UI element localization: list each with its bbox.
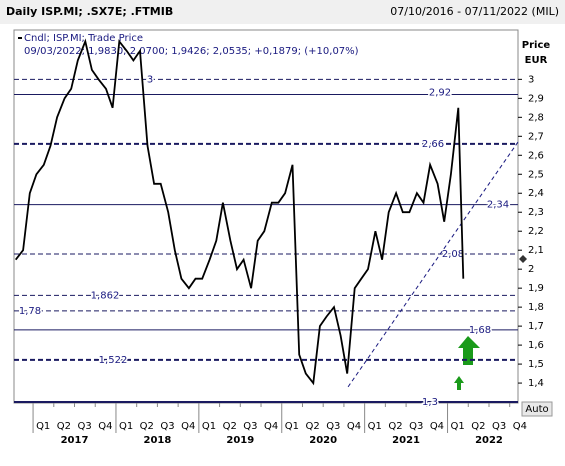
y-tick-label: 1,5 xyxy=(528,359,544,370)
y-tick-label: 2,4 xyxy=(528,188,544,199)
year-label: 2018 xyxy=(143,435,171,446)
y-tick-label: 2,8 xyxy=(528,112,544,123)
x-tick-label: Q4 xyxy=(98,421,112,432)
x-tick-label: Q3 xyxy=(78,421,92,432)
y-tick-label: 1,8 xyxy=(528,302,544,313)
x-tick-label: Q1 xyxy=(119,421,133,432)
up-arrow-small xyxy=(454,376,464,390)
up-arrow-large xyxy=(458,336,480,365)
date-range: 07/10/2016 - 07/11/2022 (MIL) xyxy=(390,5,559,18)
x-tick-label: Q4 xyxy=(181,421,195,432)
x-tick-label: Q2 xyxy=(57,421,71,432)
x-tick-label: Q2 xyxy=(388,421,402,432)
y-tick-label: 2,7 xyxy=(528,131,544,142)
y-axis-unit: EUR xyxy=(525,55,548,66)
x-tick-label: Q3 xyxy=(243,421,257,432)
level-label: 1,522 xyxy=(99,355,128,366)
level-label: 1,68 xyxy=(469,325,491,336)
x-tick-label: Q4 xyxy=(513,421,527,432)
x-tick-label: Q3 xyxy=(409,421,423,432)
y-tick-label: 1,6 xyxy=(528,340,544,351)
x-tick-label: Q1 xyxy=(285,421,299,432)
current-price-marker xyxy=(519,255,527,263)
auto-scale-label[interactable]: Auto xyxy=(525,404,548,415)
y-tick-label: 2,2 xyxy=(528,226,544,237)
x-tick-label: Q2 xyxy=(305,421,319,432)
y-tick-label: 2,1 xyxy=(528,245,544,256)
level-label: 2,66 xyxy=(422,139,444,150)
x-tick-label: Q4 xyxy=(430,421,444,432)
x-tick-label: Q3 xyxy=(492,421,506,432)
y-tick-label: 1,7 xyxy=(528,321,544,332)
y-tick-label: 2,6 xyxy=(528,150,544,161)
level-label: 1,3 xyxy=(422,397,438,408)
trendline xyxy=(347,141,519,388)
y-tick-label: 2,5 xyxy=(528,169,544,180)
y-tick-label: 2,3 xyxy=(528,207,544,218)
year-label: 2021 xyxy=(392,435,420,446)
x-tick-label: Q3 xyxy=(326,421,340,432)
chart-title: Daily ISP.MI; .SX7E; .FTMIB xyxy=(6,5,173,18)
legend-title: Cndl; ISP.MI; Trade Price xyxy=(24,33,143,44)
x-tick-label: Q3 xyxy=(160,421,174,432)
auto-scale-button[interactable] xyxy=(521,401,553,417)
x-tick-label: Q2 xyxy=(223,421,237,432)
x-tick-label: Q1 xyxy=(36,421,50,432)
year-label: 2020 xyxy=(309,435,337,446)
legend-detail: 09/03/2022; 1,9830; 2,0700; 1,9426; 2,05… xyxy=(24,46,359,57)
y-tick-label: 2,9 xyxy=(528,93,544,104)
x-tick-label: Q1 xyxy=(451,421,465,432)
level-label: 2,92 xyxy=(429,88,451,99)
level-label: 3 xyxy=(147,74,153,85)
x-tick-label: Q1 xyxy=(368,421,382,432)
price-line xyxy=(14,38,465,386)
x-tick-label: Q1 xyxy=(202,421,216,432)
header-bar xyxy=(0,0,565,24)
y-tick-label: 3 xyxy=(528,74,534,85)
x-tick-label: Q4 xyxy=(264,421,278,432)
level-label: 1,862 xyxy=(91,290,120,301)
y-tick-label: 1,4 xyxy=(528,378,544,389)
year-label: 2017 xyxy=(61,435,89,446)
level-label: 2,34 xyxy=(487,200,509,211)
x-tick-label: Q2 xyxy=(471,421,485,432)
y-tick-label: 2 xyxy=(528,264,534,275)
y-tick-label: 1,9 xyxy=(528,283,544,294)
year-label: 2022 xyxy=(475,435,503,446)
level-label: 1,78 xyxy=(19,306,41,317)
y-axis-label: Price xyxy=(522,40,551,51)
level-label: 2,08 xyxy=(442,249,464,260)
x-tick-label: Q2 xyxy=(140,421,154,432)
year-label: 2019 xyxy=(226,435,254,446)
x-tick-label: Q4 xyxy=(347,421,361,432)
